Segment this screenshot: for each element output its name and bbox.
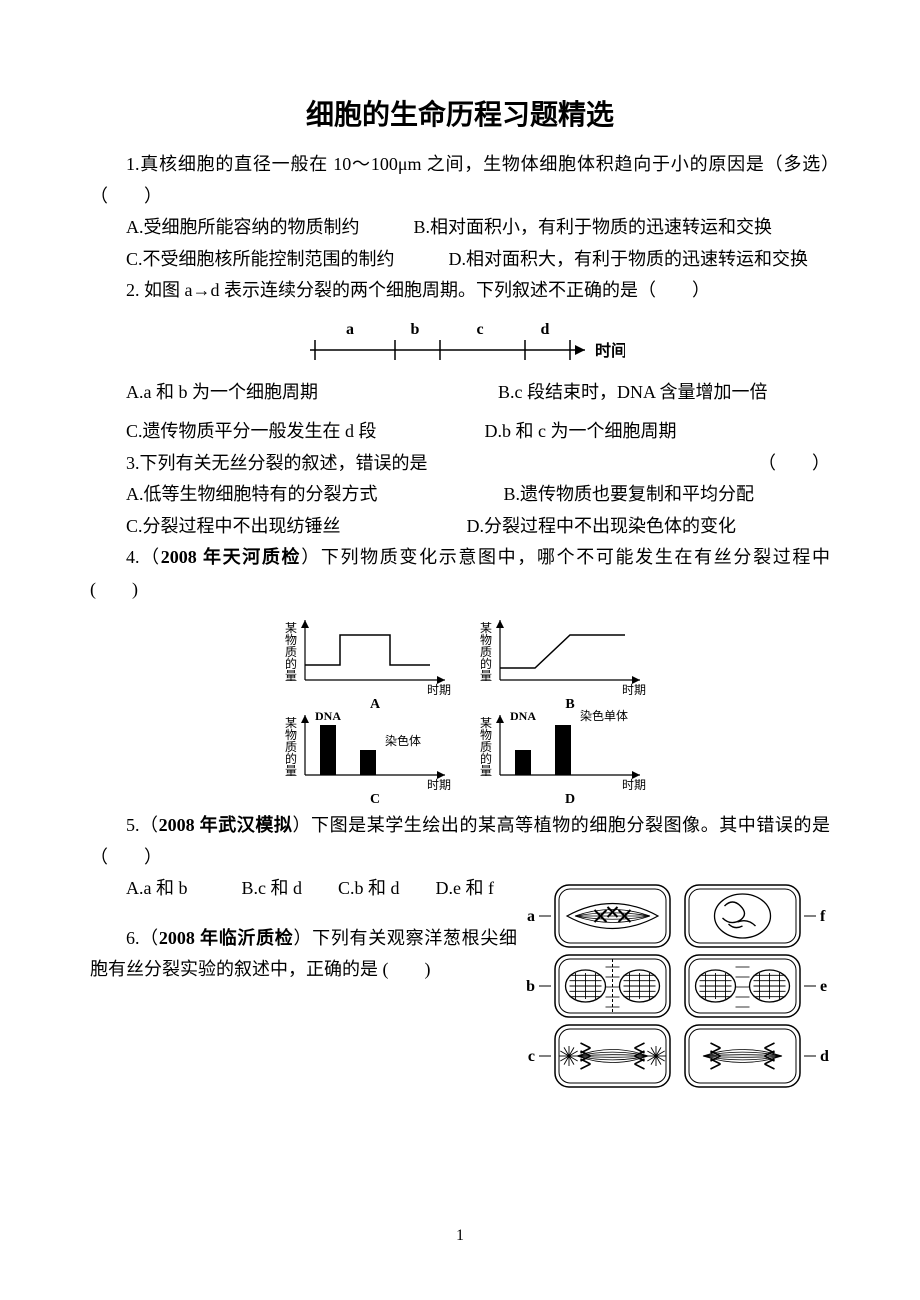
q2-optA: A.a 和 b 为一个细胞周期: [126, 382, 318, 402]
q1-optC: C.不受细胞核所能控制范围的制约: [126, 249, 395, 269]
q5-source: 2008 年武汉模拟: [159, 815, 293, 835]
svg-text:a: a: [527, 908, 535, 925]
q1-stem: 1.真核细胞的直径一般在 10～100μm 之间，生物体细胞体积趋向于小的原因是…: [90, 149, 830, 212]
q3-optD: D.分裂过程中不出现染色体的变化: [467, 516, 737, 536]
svg-text:e: e: [820, 978, 827, 995]
svg-text:b: b: [411, 321, 420, 338]
q1-optA: A.受细胞所能容纳的物质制约: [126, 217, 360, 237]
svg-text:d: d: [541, 321, 550, 338]
svg-text:A: A: [370, 697, 381, 712]
q6-prefix: 6.（: [126, 928, 159, 948]
svg-text:时期: 时期: [427, 778, 451, 792]
q1-options-row2: C.不受细胞核所能控制范围的制约 D.相对面积大，有利于物质的迅速转运和交换: [90, 244, 830, 276]
svg-text:c: c: [476, 321, 483, 338]
q1-optD: D.相对面积大，有利于物质的迅速转运和交换: [449, 249, 809, 269]
svg-text:时期: 时期: [622, 683, 646, 697]
q5-figure: a f b e c d: [525, 877, 830, 1092]
q2-optB: B.c 段结束时，DNA 含量增加一倍: [498, 382, 768, 402]
q5-prefix: 5.（: [126, 815, 159, 835]
q4-source: 2008 年天河质检: [161, 547, 301, 567]
q2-stem: 2. 如图 a→d 表示连续分裂的两个细胞周期。下列叙述不正确的是（ ）: [90, 275, 830, 307]
svg-text:时期: 时期: [427, 683, 451, 697]
svg-text:a: a: [346, 321, 354, 338]
q2-optD: D.b 和 c 为一个细胞周期: [485, 421, 677, 441]
q3-stem-row: 3.下列有关无丝分裂的叙述，错误的是 （ ）: [90, 448, 830, 480]
q2-row1: A.a 和 b 为一个细胞周期 B.c 段结束时，DNA 含量增加一倍: [90, 377, 830, 409]
svg-text:D: D: [565, 792, 575, 805]
svg-text:DNA: DNA: [315, 709, 341, 723]
q4-figure: 某物质的量时期A某物质的量时期B某物质的量DNA染色体时期C某物质的量DNA染色…: [265, 605, 655, 805]
q5-optC: C.b 和 d: [338, 878, 400, 898]
q5-optA: A.a 和 b: [126, 878, 188, 898]
q4-stem: 4.（2008 年天河质检）下列物质变化示意图中，哪个不可能发生在有丝分裂过程中…: [90, 542, 830, 605]
q3-row2: C.分裂过程中不出现纺锤丝 D.分裂过程中不出现染色体的变化: [90, 511, 830, 543]
q3-optB: B.遗传物质也要复制和平均分配: [504, 484, 755, 504]
page-title: 细胞的生命历程习题精选: [90, 90, 830, 139]
svg-text:b: b: [526, 978, 535, 995]
svg-text:时间: 时间: [595, 341, 625, 360]
svg-text:C: C: [370, 792, 380, 805]
q5-stem: 5.（2008 年武汉模拟）下图是某学生绘出的某高等植物的细胞分裂图像。其中错误…: [90, 810, 830, 873]
q5-block: 5.（2008 年武汉模拟）下图是某学生绘出的某高等植物的细胞分裂图像。其中错误…: [90, 810, 830, 986]
svg-text:量: 量: [285, 669, 297, 683]
q2-timeline-figure: a b c d 时间: [295, 312, 625, 372]
svg-text:染色单体: 染色单体: [580, 708, 628, 723]
q3-stem: 3.下列有关无丝分裂的叙述，错误的是: [90, 448, 428, 480]
svg-text:B: B: [565, 697, 574, 712]
q1-options-row1: A.受细胞所能容纳的物质制约 B.相对面积小，有利于物质的迅速转运和交换: [90, 212, 830, 244]
svg-text:f: f: [820, 908, 826, 925]
q4-prefix: 4.（: [126, 547, 161, 567]
svg-text:染色体: 染色体: [385, 733, 421, 748]
q6-source: 2008 年临沂质检: [159, 928, 294, 948]
svg-text:c: c: [528, 1048, 535, 1065]
page-content: 细胞的生命历程习题精选 1.真核细胞的直径一般在 10～100μm 之间，生物体…: [0, 0, 920, 986]
q5-optD: D.e 和 f: [436, 878, 494, 898]
svg-text:时期: 时期: [622, 778, 646, 792]
q2-row2: C.遗传物质平分一般发生在 d 段 D.b 和 c 为一个细胞周期: [90, 416, 830, 448]
page-number: 1: [0, 1227, 920, 1245]
svg-text:量: 量: [480, 764, 492, 778]
q3-optA: A.低等生物细胞特有的分裂方式: [126, 484, 378, 504]
q3-row1: A.低等生物细胞特有的分裂方式 B.遗传物质也要复制和平均分配: [90, 479, 830, 511]
svg-text:量: 量: [480, 669, 492, 683]
q3-paren: （ ）: [722, 448, 830, 480]
svg-text:量: 量: [285, 764, 297, 778]
q1-optB: B.相对面积小，有利于物质的迅速转运和交换: [414, 217, 773, 237]
q3-optC: C.分裂过程中不出现纺锤丝: [126, 516, 341, 536]
q5-optB: B.c 和 d: [242, 878, 303, 898]
q2-optC: C.遗传物质平分一般发生在 d 段: [126, 421, 377, 441]
svg-text:DNA: DNA: [510, 709, 536, 723]
svg-text:d: d: [820, 1048, 829, 1065]
